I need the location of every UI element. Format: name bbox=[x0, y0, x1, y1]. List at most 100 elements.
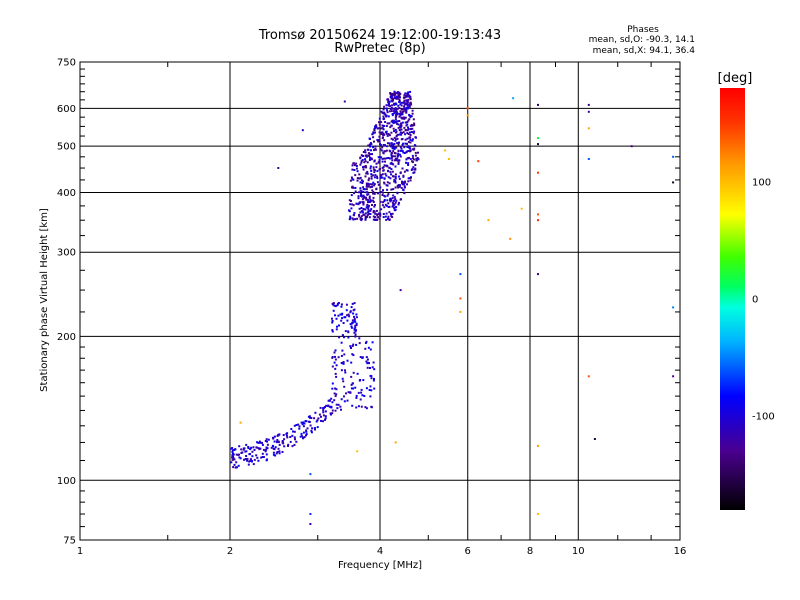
data-point bbox=[244, 450, 247, 453]
data-point bbox=[362, 155, 364, 157]
data-point bbox=[289, 436, 292, 438]
data-point bbox=[351, 404, 354, 407]
data-point bbox=[394, 441, 397, 444]
data-point bbox=[376, 177, 379, 180]
data-point bbox=[377, 183, 380, 186]
data-point bbox=[390, 137, 393, 140]
data-point bbox=[388, 166, 391, 169]
data-point bbox=[253, 449, 256, 451]
data-point bbox=[259, 441, 262, 444]
data-point bbox=[366, 170, 369, 173]
data-point bbox=[409, 101, 412, 104]
data-point bbox=[397, 91, 399, 94]
data-point bbox=[405, 102, 408, 105]
data-point bbox=[371, 133, 374, 136]
data-point bbox=[386, 199, 389, 202]
data-point bbox=[356, 177, 359, 180]
data-point bbox=[379, 214, 382, 217]
data-point bbox=[369, 153, 371, 156]
data-point bbox=[355, 165, 358, 167]
data-point bbox=[249, 448, 252, 451]
data-point bbox=[364, 175, 367, 178]
data-point bbox=[369, 183, 372, 186]
data-point bbox=[404, 121, 407, 124]
data-point bbox=[299, 435, 302, 438]
data-point bbox=[395, 115, 398, 118]
data-point bbox=[407, 140, 410, 143]
data-point bbox=[238, 453, 240, 456]
data-point bbox=[362, 196, 365, 199]
data-point bbox=[301, 423, 304, 426]
data-point bbox=[394, 102, 397, 105]
data-point bbox=[406, 107, 409, 110]
data-point bbox=[323, 406, 325, 409]
data-point bbox=[392, 150, 395, 153]
data-point bbox=[369, 348, 372, 351]
data-point bbox=[355, 394, 358, 397]
data-point bbox=[402, 131, 405, 134]
data-point bbox=[412, 171, 415, 174]
data-point bbox=[397, 126, 400, 129]
data-point bbox=[253, 458, 256, 461]
data-point bbox=[324, 418, 326, 421]
data-point bbox=[348, 209, 350, 212]
data-point bbox=[385, 218, 388, 221]
data-point bbox=[537, 273, 539, 276]
data-point bbox=[251, 450, 254, 453]
data-point bbox=[363, 161, 366, 164]
data-point bbox=[393, 159, 396, 162]
data-point bbox=[408, 95, 411, 98]
data-point bbox=[248, 460, 251, 463]
data-point bbox=[302, 431, 305, 434]
data-point bbox=[309, 416, 312, 419]
data-point bbox=[393, 94, 396, 97]
data-point bbox=[398, 112, 401, 115]
data-point bbox=[355, 343, 358, 346]
data-point bbox=[411, 109, 414, 112]
data-point bbox=[309, 513, 312, 515]
data-point bbox=[391, 96, 393, 99]
data-point bbox=[360, 215, 363, 218]
data-point bbox=[385, 130, 388, 133]
data-point bbox=[376, 181, 379, 184]
data-point bbox=[406, 121, 409, 123]
data-point bbox=[384, 172, 387, 175]
data-point bbox=[306, 427, 309, 430]
data-point bbox=[355, 162, 358, 165]
data-point bbox=[373, 160, 376, 163]
data-point bbox=[232, 457, 235, 460]
data-point bbox=[404, 133, 407, 136]
data-point bbox=[353, 302, 356, 305]
data-point bbox=[303, 436, 306, 439]
data-point bbox=[358, 207, 361, 210]
data-point bbox=[364, 215, 367, 218]
data-point bbox=[373, 368, 376, 371]
data-point bbox=[380, 121, 383, 124]
data-point bbox=[261, 456, 264, 458]
data-point bbox=[342, 361, 345, 363]
data-point bbox=[331, 387, 334, 390]
data-point bbox=[376, 175, 378, 178]
data-point bbox=[383, 164, 386, 167]
data-point bbox=[372, 166, 375, 169]
data-point bbox=[381, 146, 384, 149]
data-point bbox=[409, 98, 412, 101]
data-point bbox=[325, 404, 328, 407]
data-point bbox=[406, 183, 408, 186]
data-point bbox=[346, 319, 349, 322]
data-point bbox=[353, 315, 355, 318]
data-point bbox=[352, 214, 355, 217]
data-point bbox=[389, 177, 392, 180]
data-point bbox=[354, 386, 357, 389]
data-point bbox=[344, 371, 347, 374]
data-point bbox=[398, 98, 401, 101]
data-point bbox=[367, 361, 370, 364]
data-point bbox=[298, 425, 301, 428]
data-point bbox=[335, 388, 338, 391]
data-point bbox=[363, 213, 366, 216]
data-point bbox=[324, 410, 327, 413]
data-point bbox=[394, 165, 397, 168]
data-point bbox=[333, 399, 336, 402]
data-point bbox=[351, 382, 354, 385]
data-point bbox=[408, 104, 411, 107]
